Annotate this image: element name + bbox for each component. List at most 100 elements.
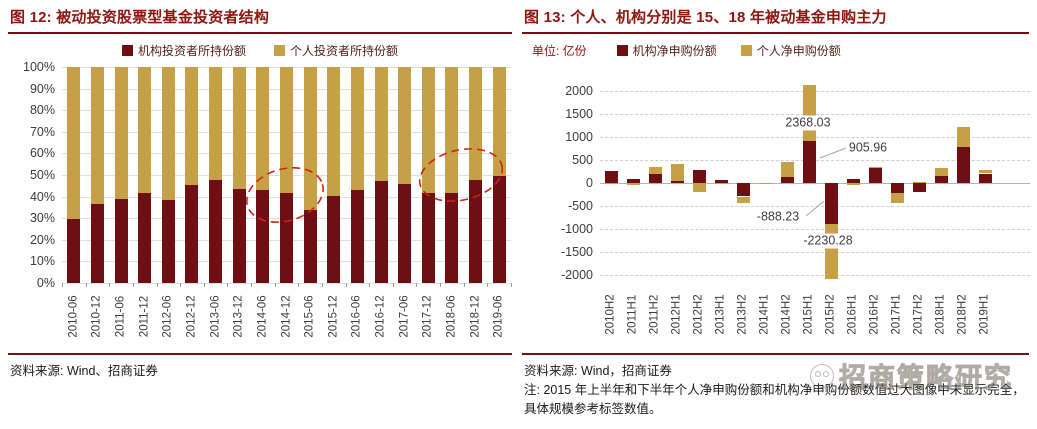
- bar-segment: [692, 182, 706, 192]
- bar-segment: [374, 181, 388, 283]
- x-axis-label: 2017H2: [912, 294, 925, 335]
- x-axis-label: 2018H1: [934, 294, 947, 335]
- y-axis-label: 100%: [23, 60, 55, 74]
- y-axis-label: 0%: [36, 276, 55, 290]
- legend-item-institutional-net: 机构净申购份额: [616, 42, 717, 59]
- bar-segment: [327, 67, 341, 196]
- bar-segment: [256, 67, 270, 191]
- bar-segment: [445, 67, 459, 194]
- bar-segment: [956, 146, 970, 183]
- legend-item-institutional-holding: 机构投资者所持份额: [121, 42, 246, 59]
- bar-segment: [303, 209, 317, 283]
- bar-segment: [232, 189, 246, 283]
- legend-label: 个人投资者所持份额: [290, 44, 399, 58]
- x-axis-label: 2018-12: [469, 295, 482, 338]
- figure13-source: 资料来源: Wind，招商证券: [524, 364, 672, 378]
- x-axis-label: 2013H1: [714, 294, 727, 335]
- gridline: [62, 283, 511, 284]
- x-axis-label: 2013-06: [209, 295, 222, 338]
- axis-tick: [321, 283, 323, 287]
- x-axis-label: 2010-06: [67, 295, 80, 338]
- axis-tick: [369, 283, 371, 287]
- axis-tick: [487, 283, 489, 287]
- gridline: [600, 274, 1030, 276]
- y-axis-label: -2000: [561, 267, 593, 282]
- gridline: [600, 228, 1030, 230]
- bar-segment: [114, 67, 128, 199]
- bar-segment: [648, 167, 662, 174]
- bar-segment: [138, 67, 152, 194]
- bar-segment: [469, 180, 483, 283]
- bar-segment: [934, 176, 948, 183]
- figure12-legend: 机构投资者所持份额 个人投资者所持份额: [8, 43, 512, 58]
- axis-tick: [416, 283, 418, 287]
- bar-segment: [90, 204, 104, 283]
- unit-label: 单位: 亿份: [532, 44, 587, 58]
- y-axis-label: 40%: [29, 189, 55, 204]
- bar-segment: [303, 67, 317, 210]
- leader-line-905: [819, 147, 847, 159]
- x-axis-label: 2018H2: [956, 294, 969, 335]
- x-axis-label: 2011-12: [138, 295, 151, 338]
- bar-segment: [648, 173, 662, 183]
- bar-segment: [846, 178, 860, 183]
- figure12-footer: 资料来源: Wind、招商证券: [8, 353, 512, 379]
- x-axis-label: 2018-06: [445, 295, 458, 338]
- x-axis-label: 2015H1: [802, 294, 815, 335]
- bar-segment: [692, 170, 706, 183]
- legend-item-personal-net: 个人净申购份额: [740, 42, 841, 59]
- x-axis-label: 2014-06: [256, 295, 269, 338]
- axis-tick: [298, 283, 300, 287]
- x-axis-label: 2016-12: [374, 295, 387, 338]
- bar-segment: [138, 193, 152, 283]
- bar-segment: [802, 141, 816, 183]
- y-axis-label: 70%: [29, 124, 55, 139]
- y-axis-label: -1500: [561, 244, 593, 259]
- y-axis-label: 90%: [29, 81, 55, 96]
- axis-tick: [203, 283, 205, 287]
- x-axis-label: 2014H2: [780, 294, 793, 335]
- bar-segment: [824, 182, 838, 224]
- bar-segment: [824, 223, 838, 279]
- bar-segment: [780, 161, 794, 178]
- bar-segment: [161, 67, 175, 200]
- y-axis-label: -1000: [561, 221, 593, 236]
- data-label--2230: -2230.28: [800, 233, 856, 249]
- x-axis-label: 2017-06: [398, 295, 411, 338]
- x-axis-label: 2019H1: [978, 294, 991, 335]
- bar-segment: [398, 183, 412, 283]
- y-axis-label: 10%: [29, 254, 55, 269]
- bar-segment: [327, 195, 341, 283]
- bar-segment: [185, 184, 199, 283]
- bar-segment: [492, 176, 506, 283]
- bar-segment: [185, 67, 199, 185]
- axis-tick: [62, 283, 63, 287]
- bar-segment: [978, 169, 992, 174]
- bar-segment: [67, 219, 81, 283]
- fig13-plot-area: 2010H2 2011H1 2011H2 2012H1 2012H2 2013H1 2013…: [561, 82, 1030, 335]
- bar-segment: [714, 182, 728, 184]
- x-axis-label: 2011-06: [114, 295, 127, 338]
- y-axis-label: 30%: [29, 211, 55, 226]
- figure13-legend: 单位: 亿份 机构净申购份额 个人净申购份额: [522, 43, 1029, 58]
- y-axis-label: 20%: [29, 232, 55, 247]
- bar-segment: [421, 67, 435, 194]
- bar-segment: [232, 67, 246, 190]
- x-axis-label: 2012-06: [161, 295, 174, 338]
- axis-tick: [132, 283, 134, 287]
- figure12-panel: 图 12: 被动投资股票型基金投资者结构 机构投资者所持份额 个人投资者所持份额…: [8, 4, 512, 425]
- bar-segment: [209, 67, 223, 181]
- gridline: [600, 182, 1030, 184]
- bar-segment: [114, 198, 128, 283]
- figure13-footer: 资料来源: Wind，招商证券 注: 2015 年上半年和下半年个人净申购份额和…: [522, 353, 1029, 419]
- bar-segment: [374, 67, 388, 182]
- x-axis-label: 2012H2: [692, 294, 705, 335]
- axis-tick: [109, 283, 111, 287]
- x-axis-label: 2017H1: [890, 294, 903, 335]
- legend-label: 机构净申购份额: [632, 44, 717, 58]
- axis-tick: [85, 283, 87, 287]
- x-axis-label: 2010H2: [604, 294, 617, 335]
- legend-label: 个人净申购份额: [756, 44, 841, 58]
- bar-segment: [350, 190, 364, 283]
- bar-segment: [626, 182, 640, 185]
